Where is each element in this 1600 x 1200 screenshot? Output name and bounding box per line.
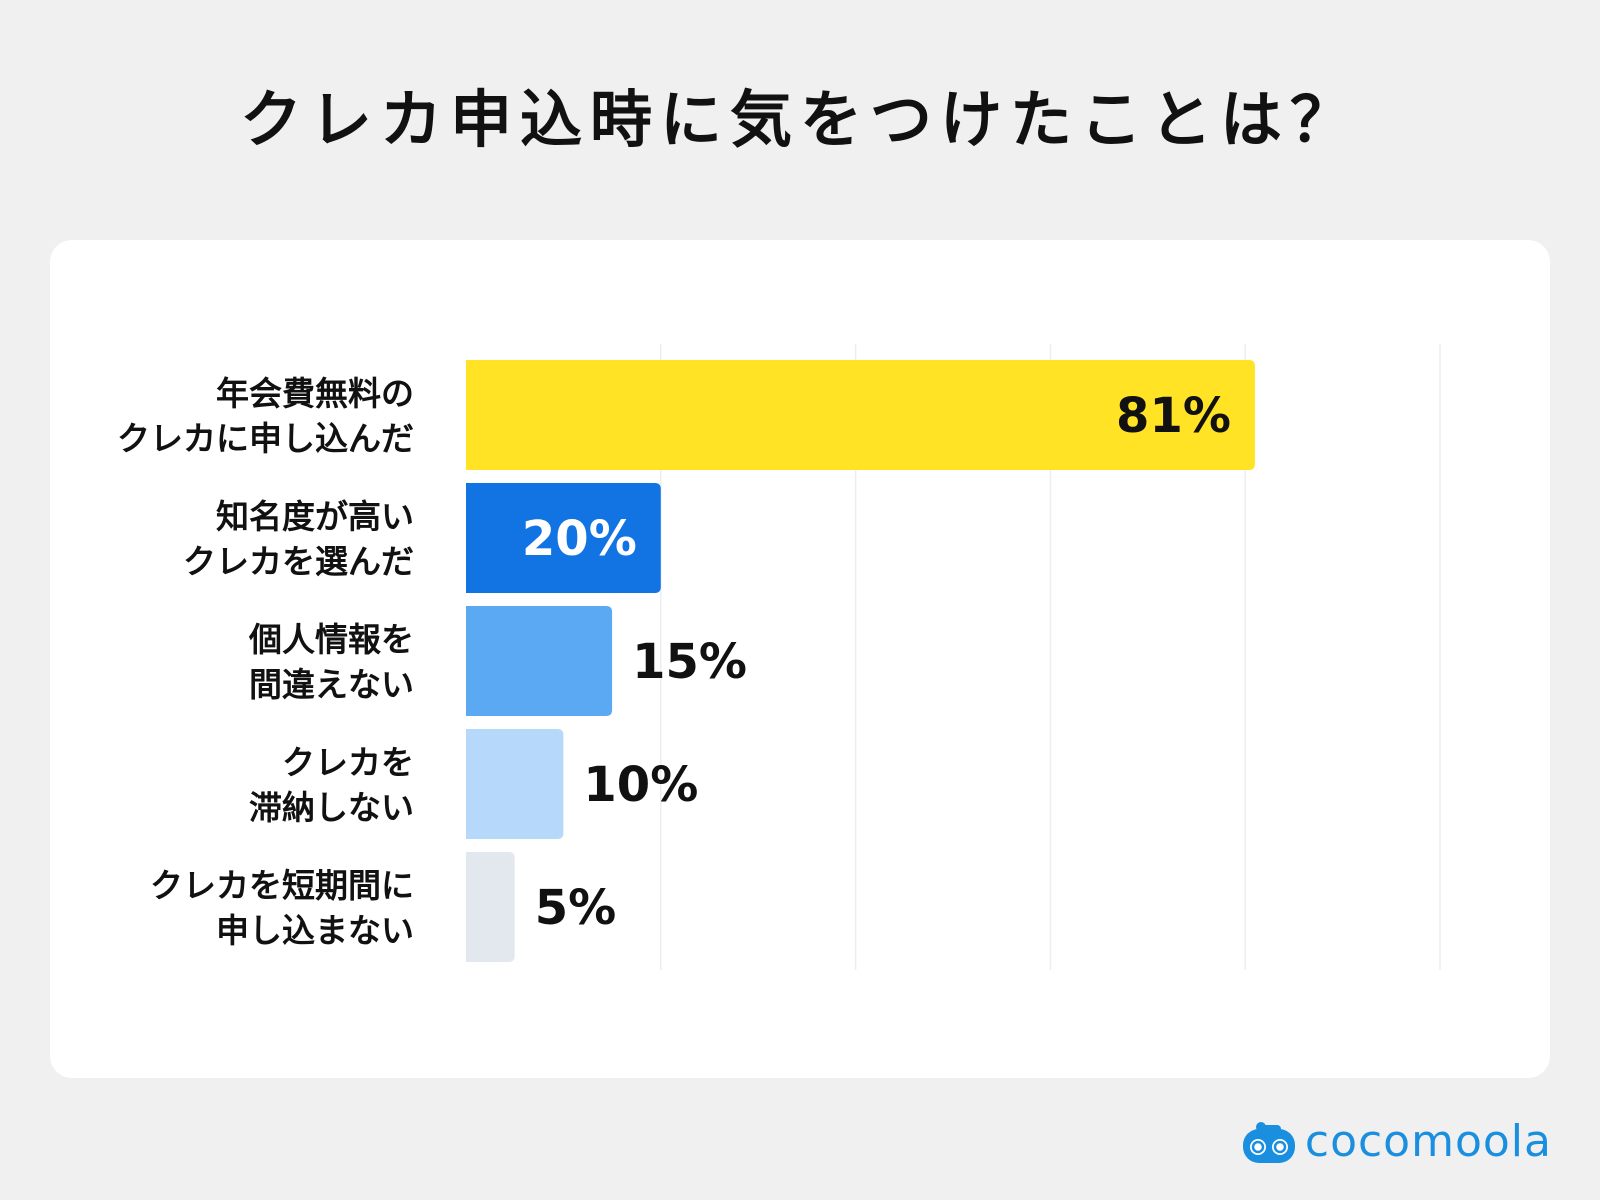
bar [466, 852, 515, 962]
chart-title: クレカ申込時に気をつけたことは？ [239, 83, 1360, 156]
category-label: 年会費無料のクレカに申し込んだ [117, 374, 414, 458]
bar-chart: 年会費無料のクレカに申し込んだ 81% 知名度が高いクレカを選んだ 20% 個人情報を間… [117, 344, 1441, 970]
value-label: 20% [522, 511, 637, 567]
category-label: 個人情報を間違えない [248, 620, 414, 704]
bar [466, 360, 1255, 470]
cocomoola-logo-icon [1242, 1122, 1295, 1163]
bar [466, 729, 564, 839]
cocomoola-logo: cocomoola [1241, 1118, 1552, 1166]
category-label: クレカを滞納しない [249, 743, 414, 827]
value-label: 81% [1116, 388, 1231, 444]
value-label: 10% [583, 757, 698, 813]
bar [466, 483, 661, 593]
category-label: 知名度が高いクレカを選んだ [183, 497, 414, 581]
brand-name: cocomoola [1304, 1116, 1552, 1167]
value-label: 15% [632, 634, 747, 690]
bar [466, 606, 613, 716]
value-label: 5% [535, 880, 617, 936]
category-label: クレカを短期間に申し込まない [150, 866, 414, 950]
